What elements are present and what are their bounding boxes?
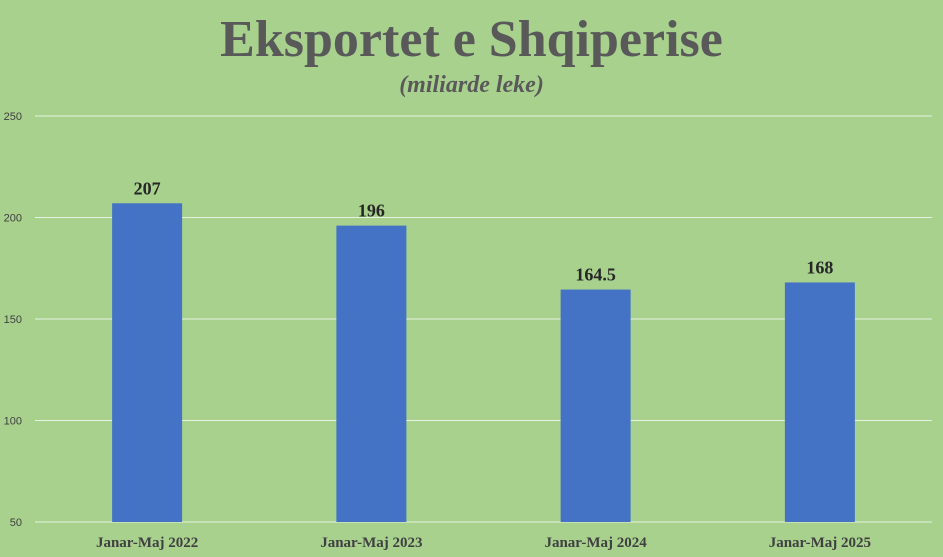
- bar: [784, 282, 855, 522]
- chart-title: Eksportet e Shqiperise: [220, 11, 723, 68]
- chart-subtitle: (miliarde leke): [399, 72, 544, 98]
- bar: [112, 203, 183, 523]
- data-label: 207: [134, 178, 161, 198]
- bars: [112, 203, 855, 523]
- bar: [336, 225, 407, 522]
- category-label: Janar-Maj 2023: [320, 535, 422, 551]
- y-tick-label: 150: [4, 314, 22, 326]
- category-label: Janar-Maj 2024: [544, 535, 647, 551]
- data-label: 196: [358, 201, 385, 221]
- labels: 50 100 150 200 250 207 Janar-Maj 2022 196 Janar-…: [4, 111, 871, 551]
- y-tick-label: 100: [4, 416, 22, 428]
- y-tick-label: 250: [4, 111, 22, 123]
- gridlines: [35, 115, 932, 523]
- y-tick-label: 200: [4, 213, 22, 225]
- bar: [560, 289, 631, 522]
- category-label: Janar-Maj 2022: [96, 535, 198, 551]
- category-label: Janar-Maj 2025: [769, 535, 871, 551]
- y-tick-label: 50: [10, 517, 22, 529]
- data-label: 164.5: [575, 265, 616, 285]
- data-label: 168: [806, 257, 833, 277]
